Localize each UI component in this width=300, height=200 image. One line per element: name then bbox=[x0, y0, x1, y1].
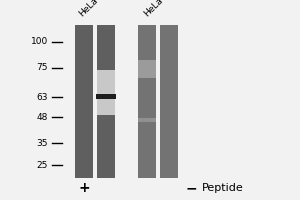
Text: Peptide: Peptide bbox=[202, 183, 244, 193]
Text: 35: 35 bbox=[37, 138, 48, 148]
Text: 63: 63 bbox=[37, 92, 48, 102]
Text: −: − bbox=[185, 181, 197, 195]
Text: 100: 100 bbox=[31, 38, 48, 46]
Text: 75: 75 bbox=[37, 64, 48, 72]
Text: +: + bbox=[78, 181, 90, 195]
Text: HeLa: HeLa bbox=[78, 0, 100, 18]
Text: HeLa: HeLa bbox=[142, 0, 165, 18]
Text: 25: 25 bbox=[37, 160, 48, 170]
Text: 48: 48 bbox=[37, 112, 48, 121]
